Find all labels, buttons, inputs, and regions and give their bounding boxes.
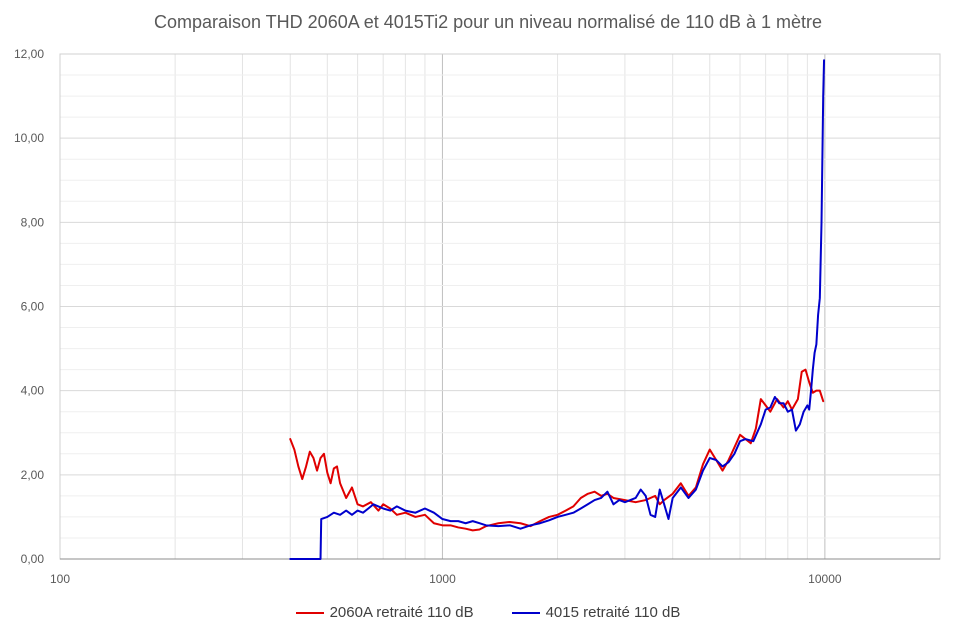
y-tick-label: 8,00 — [21, 215, 45, 229]
legend-swatch-series-1 — [295, 611, 324, 614]
axes — [59, 53, 941, 560]
series-line-2 — [289, 59, 826, 560]
chart-title: Comparaison THD 2060A et 4015Ti2 pour un… — [153, 12, 823, 32]
series-line-1 — [289, 368, 825, 532]
series-layer — [289, 59, 826, 560]
legend-swatch-series-2 — [511, 611, 540, 614]
legend-label-series-1: 2060A retraité 110 dB — [329, 604, 474, 621]
y-tick-label: 12,00 — [14, 47, 44, 61]
x-tick-label: 10000 — [808, 572, 842, 586]
legend-item-series-1: 2060A retraité 110 dB — [295, 604, 474, 621]
legend: 2060A retraité 110 dB 4015 retraité 110 … — [0, 604, 976, 621]
y-tick-label: 6,00 — [21, 300, 45, 314]
x-tick-label: 100 — [50, 572, 70, 586]
tick-labels: 0,00 2,00 4,00 6,00 8,00 10,00 12,00 100 1000 100… — [14, 47, 842, 586]
x-tick-label: 1000 — [429, 572, 456, 586]
legend-label-series-2: 4015 retraité 110 dB — [545, 604, 681, 621]
legend-item-series-2: 4015 retraité 110 dB — [511, 604, 681, 621]
y-tick-label: 4,00 — [21, 384, 45, 398]
y-tick-label: 10,00 — [14, 131, 44, 145]
y-tick-label: 0,00 — [21, 552, 45, 566]
y-tick-label: 2,00 — [21, 468, 45, 482]
